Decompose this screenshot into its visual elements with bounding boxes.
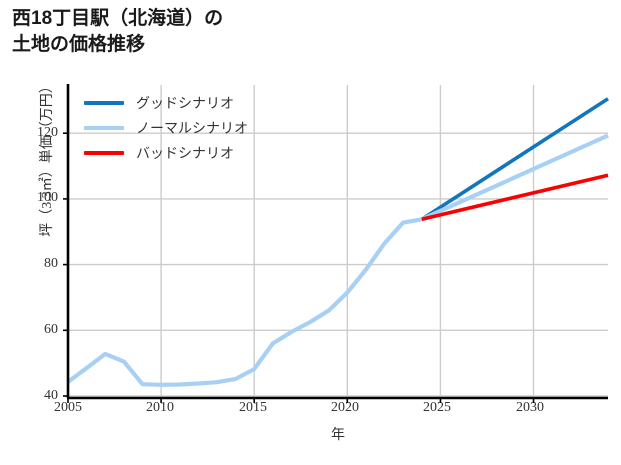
x-tick-2010: 2010	[146, 400, 174, 415]
legend-item-good: グッドシナリオ	[84, 90, 248, 115]
legend-label-bad: バッドシナリオ	[136, 146, 234, 162]
x-axis-label: 年	[331, 428, 345, 443]
x-tick-2005: 2005	[54, 400, 82, 415]
x-tick-2015: 2015	[239, 400, 267, 415]
y-tick-120: 120	[37, 125, 58, 140]
series-line-2	[421, 173, 609, 222]
legend-item-normal: ノーマルシナリオ	[84, 115, 248, 140]
legend-swatch-normal	[84, 125, 124, 130]
legend-label-good: グッドシナリオ	[136, 96, 234, 112]
legend-swatch-bad	[84, 150, 124, 155]
legend-swatch-good	[84, 100, 124, 105]
chart-legend: グッドシナリオ ノーマルシナリオ バッドシナリオ	[84, 90, 248, 165]
y-tick-80: 80	[44, 256, 58, 271]
x-tick-2020: 2020	[331, 400, 359, 415]
legend-item-bad: バッドシナリオ	[84, 140, 248, 165]
series-line-1	[66, 133, 609, 387]
y-tick-100: 100	[37, 190, 58, 205]
x-tick-2030: 2030	[516, 400, 544, 415]
legend-label-normal: ノーマルシナリオ	[136, 121, 248, 137]
y-tick-40: 40	[44, 388, 58, 403]
x-tick-2025: 2025	[423, 400, 451, 415]
y-tick-60: 60	[44, 322, 58, 337]
page-title: 西18丁目駅（北海道）の 土地の価格推移	[12, 8, 224, 55]
series-line-0	[420, 97, 609, 221]
